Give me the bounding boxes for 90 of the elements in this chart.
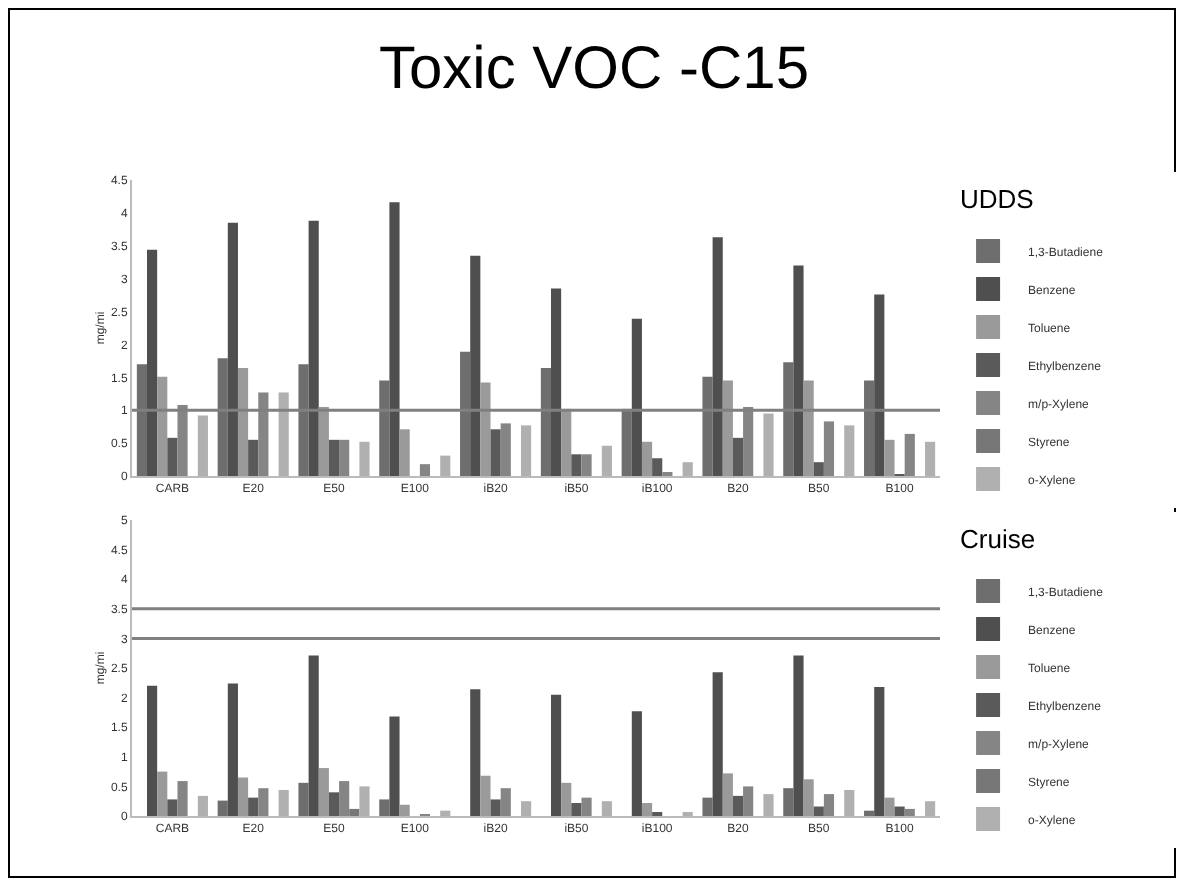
bar [339, 781, 350, 816]
bar [248, 439, 259, 476]
bar [328, 439, 340, 476]
bar [722, 380, 733, 476]
bar [298, 782, 309, 816]
bar [389, 202, 400, 476]
bar [884, 797, 895, 816]
bar [147, 685, 158, 816]
bar [874, 294, 885, 476]
bar [652, 458, 663, 476]
bar [379, 380, 390, 476]
bar [237, 368, 249, 476]
bar [702, 797, 713, 816]
bar [864, 810, 875, 816]
bar [248, 797, 259, 816]
bar [803, 380, 814, 476]
bar [571, 802, 582, 816]
bar [823, 421, 835, 476]
chart-title: Toxic VOC -C15 [376, 36, 812, 104]
bar [217, 358, 228, 476]
bar [743, 786, 754, 816]
bar [823, 794, 835, 816]
bar [318, 406, 329, 476]
bar [157, 376, 168, 476]
bar [894, 806, 905, 816]
bar [399, 804, 410, 816]
bar [631, 711, 642, 816]
bar [551, 694, 562, 816]
bar [217, 800, 228, 816]
bar [581, 797, 592, 816]
bar [480, 775, 491, 816]
bar [237, 777, 249, 816]
bar [136, 364, 147, 476]
bar [813, 806, 824, 816]
bar [258, 788, 269, 816]
bar [177, 781, 188, 816]
bar [864, 380, 875, 476]
bar [793, 265, 804, 476]
bar [621, 408, 632, 476]
bar [874, 686, 885, 816]
bar [783, 362, 794, 476]
bar [147, 249, 158, 476]
bar [157, 771, 168, 816]
bar [793, 655, 804, 816]
bar [712, 672, 723, 816]
bar [389, 716, 400, 816]
bar [339, 439, 350, 476]
bar [571, 454, 582, 476]
bar [349, 808, 360, 816]
bar [884, 439, 895, 476]
bar [732, 437, 744, 476]
bar [308, 655, 319, 816]
bar [904, 433, 915, 476]
text: Cruise [960, 524, 1036, 554]
bar [399, 429, 410, 476]
bar [561, 782, 572, 816]
bar [722, 773, 733, 816]
bar [227, 222, 238, 476]
bar [803, 779, 814, 816]
bar [490, 799, 501, 816]
bar [712, 237, 723, 476]
bar [500, 423, 511, 476]
bar [460, 351, 471, 476]
bar [813, 462, 824, 476]
text: UDDS [960, 184, 1035, 214]
bar [551, 288, 562, 476]
bar [227, 683, 238, 816]
bar [561, 408, 572, 476]
bar [581, 454, 592, 476]
bar [480, 382, 491, 476]
bar [328, 792, 340, 816]
bar [167, 437, 178, 476]
bar [540, 368, 551, 476]
bar [783, 788, 794, 816]
bar [490, 429, 501, 476]
bar [631, 318, 642, 476]
bar [298, 364, 309, 476]
bar [500, 788, 511, 816]
bar [470, 689, 481, 816]
bar [308, 220, 319, 476]
bar [904, 808, 915, 816]
bar [641, 441, 653, 476]
bar [732, 795, 744, 816]
bar [641, 802, 653, 816]
bar [470, 255, 481, 476]
bar [167, 799, 178, 816]
bar [379, 799, 390, 816]
bar [318, 768, 329, 816]
bar [702, 376, 713, 476]
bar [419, 464, 431, 476]
